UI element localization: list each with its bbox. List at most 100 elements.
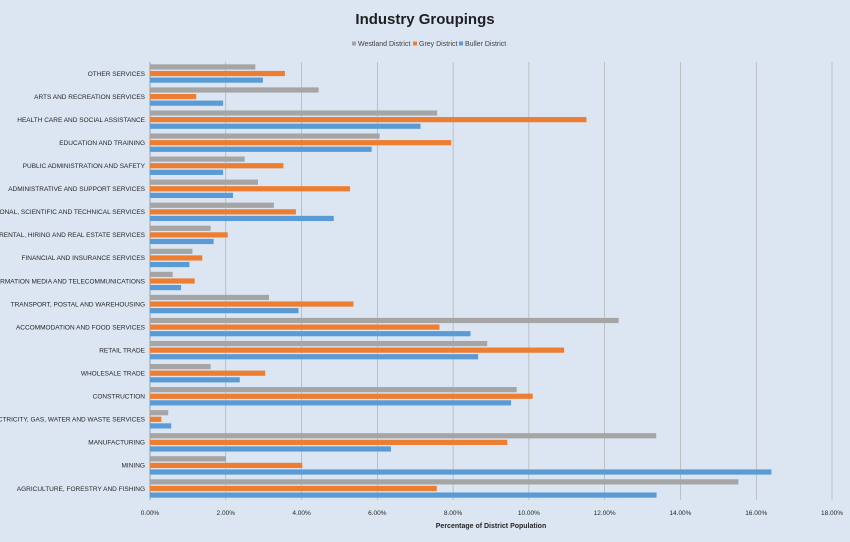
bar: [150, 479, 739, 485]
category-label: MANUFACTURING: [88, 440, 145, 447]
bar: [150, 248, 193, 254]
legend-label: Westland District: [358, 41, 410, 48]
bar: [150, 140, 452, 146]
category-label: AGRICULTURE, FORESTRY AND FISHING: [17, 486, 145, 493]
category-label: ACCOMMODATION AND FOOD SERVICES: [16, 324, 146, 331]
x-tick-label: 6.00%: [368, 510, 387, 517]
legend-label: Buller District: [465, 41, 506, 48]
x-tick-label: 8.00%: [444, 510, 463, 517]
legend-swatch: [459, 41, 463, 46]
bar: [150, 232, 228, 238]
category-label: INFORMATION MEDIA AND TELECOMMUNICATIONS: [0, 278, 146, 285]
category-label: ADMINISTRATIVE AND SUPPORT SERVICES: [8, 186, 145, 193]
bar: [150, 340, 488, 347]
category-labels: OTHER SERVICES ARTS AND RECREATION SERVIC…: [0, 71, 146, 493]
category-label: EDUCATION AND TRAINING: [59, 140, 145, 147]
bar: [150, 93, 197, 100]
category-label: CONSTRUCTION: [93, 394, 146, 401]
bar: [150, 433, 657, 439]
category-label: RETAIL TRADE: [99, 347, 145, 354]
bar: [150, 354, 479, 360]
category-label: PROFESSIONAL, SCIENTIFIC AND TECHNICAL S…: [0, 209, 146, 216]
category-label: WHOLESALE TRADE: [81, 371, 146, 378]
bar: [150, 87, 319, 93]
bar: [150, 416, 162, 422]
bar: [150, 492, 657, 498]
bar: [150, 285, 182, 291]
x-tick-label: 2.00%: [217, 510, 236, 517]
bar: [150, 225, 211, 231]
bar: [150, 331, 471, 337]
bar: [150, 278, 195, 284]
bar: [150, 238, 214, 245]
x-axis-title: Percentage of District Population: [436, 523, 546, 530]
category-label: TRANSPORT, POSTAL AND WAREHOUSING: [11, 301, 145, 308]
bar: [150, 462, 303, 469]
bar: [150, 261, 190, 268]
category-label: RENTAL, HIRING AND REAL ESTATE SERVICES: [0, 232, 146, 239]
bar: [150, 456, 226, 462]
bar: [150, 377, 240, 383]
bar: [150, 469, 772, 475]
bar: [150, 64, 256, 70]
bar: [150, 423, 172, 429]
x-tick-label: 10.00%: [518, 510, 540, 517]
bar: [150, 294, 269, 301]
bar: [150, 192, 233, 198]
bar: [150, 301, 354, 307]
bar: [150, 485, 437, 492]
category-label: HEALTH CARE AND SOCIAL ASSISTANCE: [17, 117, 145, 124]
bars: [150, 64, 772, 498]
chart-title: Industry Groupings: [355, 11, 494, 28]
bar: [150, 133, 380, 139]
bar: [150, 410, 169, 416]
legend: Westland District Grey District Buller Dis…: [352, 41, 506, 48]
bar: [150, 387, 517, 393]
bar: [150, 186, 351, 192]
category-label: PUBLIC ADMINISTRATION AND SAFETY: [23, 163, 146, 170]
bar: [150, 317, 619, 324]
bar: [150, 209, 296, 215]
bar: [150, 439, 508, 445]
bar: [150, 215, 334, 222]
legend-swatch: [413, 41, 417, 46]
bar: [150, 271, 173, 277]
bar: [150, 70, 285, 77]
bar: [150, 400, 512, 406]
x-tick-label: 14.00%: [669, 510, 691, 517]
x-tick-label: 12.00%: [594, 510, 616, 517]
x-tick-label: 18.00%: [821, 510, 843, 517]
bar: [150, 446, 391, 452]
bar: [150, 100, 224, 106]
x-tick-label: 4.00%: [292, 510, 311, 517]
bar: [150, 255, 203, 261]
bar: [150, 156, 245, 162]
legend-swatch: [352, 41, 356, 46]
legend-label: Grey District: [419, 41, 458, 48]
bar: [150, 146, 372, 152]
category-label: ELECTRICITY, GAS, WATER AND WASTE SERVIC…: [0, 417, 146, 424]
bar: [150, 364, 211, 370]
x-tick-label: 0.00%: [141, 510, 160, 517]
category-label: ARTS AND RECREATION SERVICES: [34, 94, 146, 101]
bar: [150, 202, 274, 208]
category-label: MINING: [122, 463, 145, 470]
bar: [150, 308, 299, 314]
bar: [150, 163, 284, 169]
bar: [150, 123, 421, 129]
bar: [150, 77, 263, 83]
bar: [150, 169, 224, 175]
bar: [150, 179, 258, 185]
bar: [150, 347, 565, 353]
bar: [150, 393, 533, 399]
category-label: OTHER SERVICES: [88, 71, 146, 78]
category-label: FINANCIAL AND INSURANCE SERVICES: [21, 255, 145, 262]
x-tick-label: 16.00%: [745, 510, 767, 517]
x-tick-labels: 0.00% 2.00% 4.00% 6.00% 8.00% 10.00% 12.00% 14.…: [141, 510, 843, 517]
bar: [150, 117, 587, 123]
bar: [150, 324, 440, 330]
bar: [150, 370, 266, 376]
bar: [150, 110, 438, 116]
